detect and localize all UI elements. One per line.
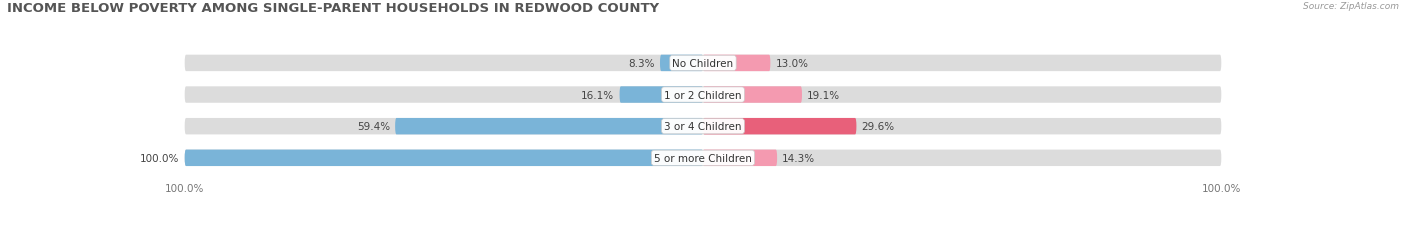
Text: INCOME BELOW POVERTY AMONG SINGLE-PARENT HOUSEHOLDS IN REDWOOD COUNTY: INCOME BELOW POVERTY AMONG SINGLE-PARENT… (7, 2, 659, 15)
Text: Source: ZipAtlas.com: Source: ZipAtlas.com (1303, 2, 1399, 11)
Text: 16.1%: 16.1% (581, 90, 614, 100)
Text: 59.4%: 59.4% (357, 122, 389, 132)
FancyBboxPatch shape (703, 55, 770, 72)
Text: 19.1%: 19.1% (807, 90, 841, 100)
Text: 13.0%: 13.0% (776, 59, 808, 69)
FancyBboxPatch shape (184, 87, 1222, 103)
FancyBboxPatch shape (620, 87, 703, 103)
FancyBboxPatch shape (395, 119, 703, 135)
Text: 100.0%: 100.0% (141, 153, 180, 163)
Text: No Children: No Children (672, 59, 734, 69)
Text: 5 or more Children: 5 or more Children (654, 153, 752, 163)
FancyBboxPatch shape (184, 150, 703, 166)
Text: 1 or 2 Children: 1 or 2 Children (664, 90, 742, 100)
FancyBboxPatch shape (703, 150, 778, 166)
FancyBboxPatch shape (703, 119, 856, 135)
FancyBboxPatch shape (184, 55, 1222, 72)
Text: 3 or 4 Children: 3 or 4 Children (664, 122, 742, 132)
Text: 8.3%: 8.3% (628, 59, 655, 69)
Text: 29.6%: 29.6% (862, 122, 894, 132)
FancyBboxPatch shape (184, 150, 1222, 166)
FancyBboxPatch shape (659, 55, 703, 72)
Text: 14.3%: 14.3% (782, 153, 815, 163)
FancyBboxPatch shape (703, 87, 801, 103)
FancyBboxPatch shape (184, 119, 1222, 135)
